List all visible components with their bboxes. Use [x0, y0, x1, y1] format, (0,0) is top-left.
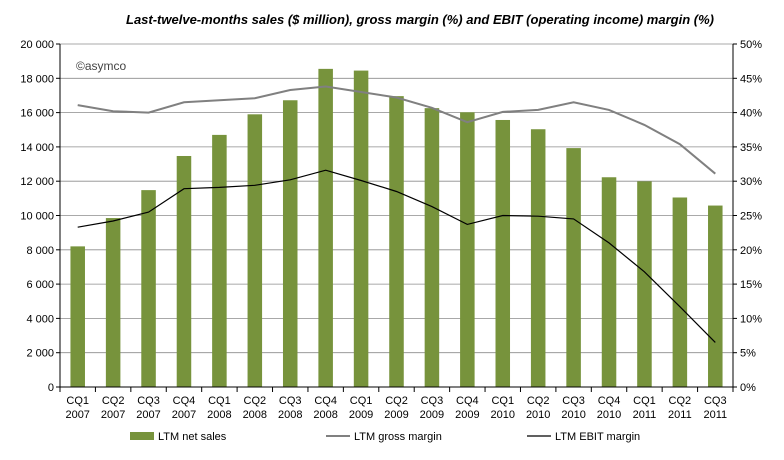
y2-tick-label: 25%	[740, 211, 762, 223]
x-tick-label: CQ1 2009	[349, 395, 373, 421]
y2-tick-label: 35%	[740, 142, 762, 154]
x-tick-label: CQ2 2007	[101, 395, 125, 421]
y-tick-label: 10 000	[20, 211, 54, 223]
y2-tick-label: 20%	[740, 245, 762, 257]
x-tick-label: CQ3 2011	[703, 395, 727, 421]
bar	[105, 218, 121, 387]
y-tick-label: 6 000	[26, 279, 54, 291]
x-tick-label: CQ4 2008	[313, 395, 337, 421]
bar	[530, 129, 546, 387]
axes: 0 0% 2 000 5% 4 000 10% 6 000 15% 8 000 20% 10 000…	[20, 39, 762, 421]
legend-label: LTM net sales	[158, 431, 227, 443]
bar	[353, 70, 369, 388]
x-tick-label: CQ2 2011	[668, 395, 692, 421]
bar	[247, 114, 263, 387]
bar	[176, 155, 192, 387]
y-tick-label: 20 000	[20, 39, 54, 51]
x-tick-label: CQ1 2007	[65, 395, 89, 421]
line-ltm-gross-margin	[77, 85, 716, 175]
bar	[389, 96, 404, 388]
y-tick-label: 12 000	[20, 176, 54, 188]
y2-tick-label: 5%	[740, 348, 756, 360]
x-tick-label: CQ4 2007	[172, 395, 196, 421]
y-tick-label: 2 000	[26, 348, 54, 360]
y-tick-label: 14 000	[20, 142, 54, 154]
x-tick-label: CQ2 2009	[384, 395, 408, 421]
watermark-text: ©asymco	[76, 59, 127, 73]
y-tick-label: 8 000	[26, 245, 54, 257]
bar	[141, 190, 156, 387]
y2-tick-label: 0%	[740, 382, 756, 394]
bar-series-net-sales	[70, 68, 723, 388]
y2-tick-label: 10%	[740, 313, 762, 325]
y-tick-label: 16 000	[20, 108, 54, 120]
x-tick-label: CQ3 2010	[561, 395, 585, 421]
bar	[424, 108, 440, 388]
bar	[495, 119, 511, 388]
y2-tick-label: 40%	[740, 108, 762, 120]
x-tick-label: CQ3 2009	[420, 395, 444, 421]
bar	[672, 197, 688, 387]
x-tick-label: CQ2 2008	[243, 395, 267, 421]
bar	[460, 112, 475, 387]
bar	[601, 177, 617, 387]
y2-tick-label: 15%	[740, 279, 762, 291]
bar	[318, 68, 333, 388]
x-tick-label: CQ3 2008	[278, 395, 302, 421]
x-tick-label: CQ3 2007	[136, 395, 160, 421]
bar	[282, 100, 298, 387]
legend-label: LTM gross margin	[354, 431, 442, 443]
line-ltm-ebit-margin	[77, 169, 716, 343]
y-tick-label: 18 000	[20, 73, 54, 85]
y2-tick-label: 50%	[740, 39, 762, 51]
x-tick-label: CQ4 2009	[455, 395, 479, 421]
x-tick-label: CQ2 2010	[526, 395, 550, 421]
bar	[708, 205, 723, 387]
legend-label: LTM EBIT margin	[555, 431, 640, 443]
y2-tick-label: 45%	[740, 73, 762, 85]
bar	[566, 148, 581, 387]
y2-tick-label: 30%	[740, 176, 762, 188]
line-series	[77, 85, 716, 343]
y-tick-label: 4 000	[26, 313, 54, 325]
bar	[637, 181, 652, 387]
bar	[70, 246, 85, 387]
chart-title: Last-twelve-months sales ($ million), gr…	[126, 12, 714, 27]
bar	[212, 134, 227, 387]
x-tick-label: CQ4 2010	[597, 395, 621, 421]
x-tick-label: CQ1 2008	[207, 395, 231, 421]
x-tick-label: CQ1 2011	[633, 395, 657, 421]
legend: LTM net sales LTM gross margin LTM EBIT ma…	[130, 431, 640, 443]
x-tick-label: CQ1 2010	[491, 395, 515, 421]
y-tick-label: 0	[48, 382, 54, 394]
legend-swatch-net-sales	[130, 432, 154, 440]
